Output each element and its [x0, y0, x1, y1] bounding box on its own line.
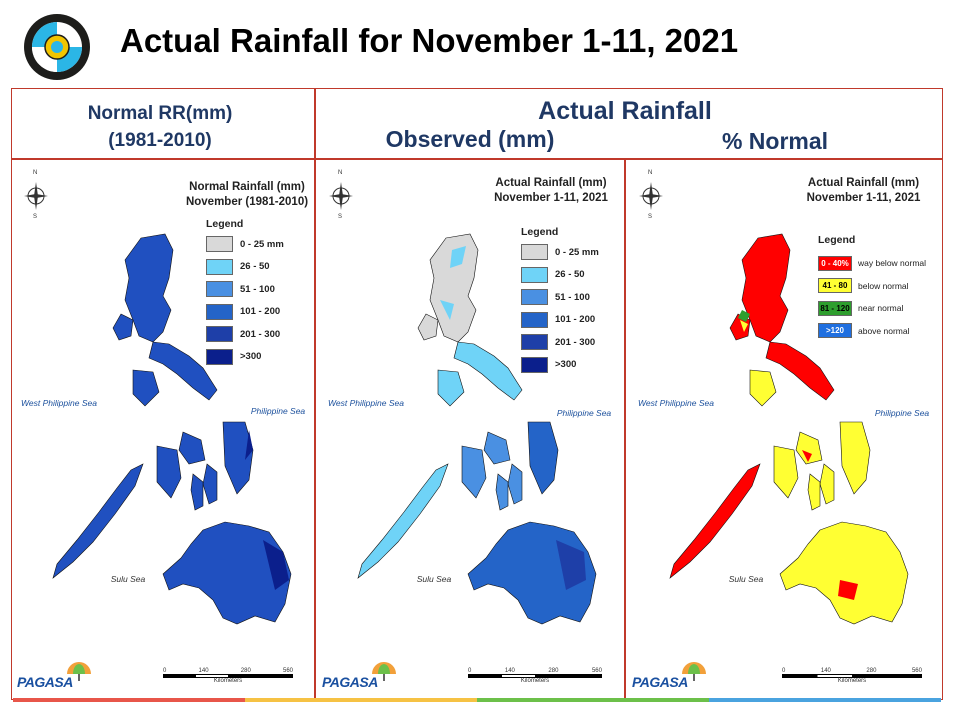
- north-label: N: [648, 170, 653, 176]
- philippine-sea-label: Philippine Sea: [250, 406, 306, 416]
- west-philippine-sea-label: West Philippine Sea: [328, 398, 404, 408]
- map-title: Normal Rainfall (mm) November (1981-2010): [185, 181, 309, 208]
- map-title: Actual Rainfall (mm) November 1-11, 2021: [494, 177, 608, 204]
- header-separator: [11, 158, 943, 160]
- north-label: N: [33, 170, 38, 176]
- umbrella-icon: [372, 662, 396, 681]
- normal-rr-header: Normal RR(mm): [87, 103, 233, 124]
- pagasa-logo: PAGASA: [632, 674, 688, 690]
- panel-divider: [314, 158, 316, 700]
- slide-title: Actual Rainfall for November 1-11, 2021: [120, 22, 739, 59]
- north-arrow-icon: [329, 182, 353, 210]
- map-legend: Legend 0 - 25 mm 26 - 50 51 - 100 101 - …: [521, 226, 599, 376]
- header-divider: [314, 88, 316, 160]
- north-label: N: [338, 170, 343, 176]
- observed-rainfall-map-panel: N S Actual Rainfall (mm) November 1-11, 2…: [316, 160, 622, 700]
- scale-bar: 0 140 280 560 Kilometers: [468, 668, 602, 684]
- actual-rainfall-header: Actual Rainfall: [538, 97, 712, 125]
- south-label: S: [338, 214, 343, 220]
- west-philippine-sea-label: West Philippine Sea: [21, 398, 97, 408]
- philippines-map: [357, 233, 597, 625]
- percent-normal-map-panel: N S Actual Rainfall (mm) November 1-11, 2…: [626, 160, 941, 700]
- pagasa-logo: PAGASA: [322, 674, 378, 690]
- umbrella-icon: [682, 662, 706, 681]
- north-arrow-icon: [24, 182, 48, 210]
- scale-bar: 0 140 280 560 Kilometers: [782, 668, 922, 684]
- observed-header: Observed (mm): [385, 126, 555, 152]
- percent-normal-header: % Normal: [721, 128, 829, 154]
- philippine-sea-label: Philippine Sea: [556, 408, 612, 418]
- philippine-sea-label: Philippine Sea: [874, 408, 930, 418]
- philippines-map: [52, 233, 292, 625]
- pagasa-seal-logo: [24, 14, 90, 80]
- bottom-color-bar: [13, 698, 941, 702]
- map-legend: Legend 0 - 40% way below normal 41 - 80 be…: [818, 234, 926, 342]
- map-legend: Legend 0 - 25 mm 26 - 50 51 - 100 101 - …: [206, 218, 284, 368]
- map-title: Actual Rainfall (mm) November 1-11, 2021: [806, 177, 921, 204]
- philippines-map: [669, 233, 909, 625]
- sulu-sea-label: Sulu Sea: [110, 574, 146, 584]
- sulu-sea-label: Sulu Sea: [416, 574, 452, 584]
- sulu-sea-label: Sulu Sea: [728, 574, 764, 584]
- north-arrow-icon: [639, 182, 663, 210]
- normal-period-header: (1981-2010): [108, 130, 212, 151]
- south-label: S: [648, 214, 653, 220]
- panel-divider: [624, 158, 626, 700]
- south-label: S: [33, 214, 38, 220]
- west-philippine-sea-label: West Philippine Sea: [638, 398, 714, 408]
- pagasa-logo: PAGASA: [17, 674, 73, 690]
- umbrella-icon: [67, 662, 91, 681]
- normal-rainfall-map-panel: N S Normal Rainfall (mm) November (1981-2…: [13, 160, 313, 700]
- scale-bar: 0 140 280 560 Kilometers: [163, 668, 293, 684]
